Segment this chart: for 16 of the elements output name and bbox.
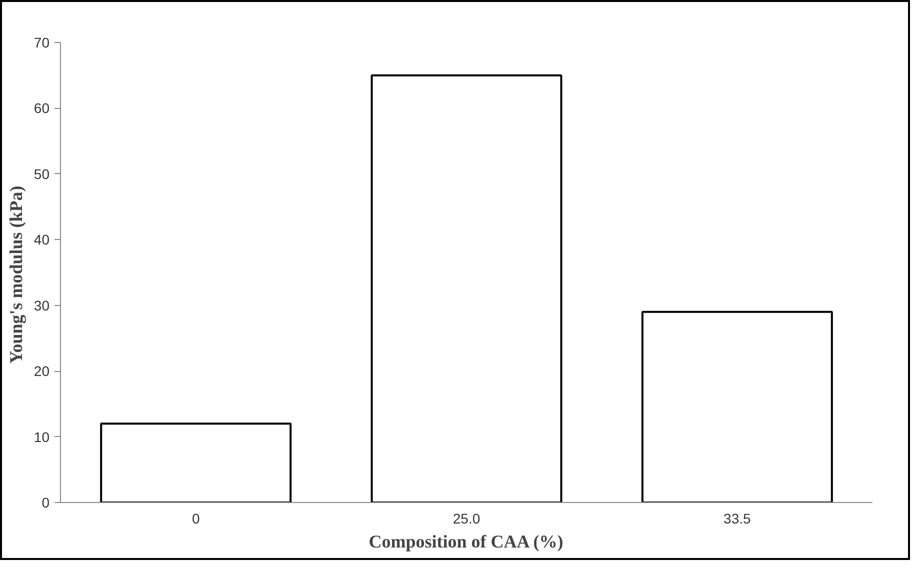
y-axis-title: Young's modulus (kPa) [6,186,26,364]
y-tick-label: 60 [34,100,50,116]
y-tick-label: 50 [34,166,50,182]
y-tick-label: 70 [34,34,50,50]
bar [100,422,292,502]
x-tick-label: 25.0 [452,510,480,526]
x-tick-label: 33.5 [724,510,752,526]
y-tick-label: 10 [34,428,50,445]
x-axis-title: Composition of CAA (%) [368,532,564,552]
y-tick-label: 0 [42,494,50,510]
bar [370,74,562,502]
y-tick-label: 20 [34,363,50,380]
y-tick-label: 30 [34,297,50,314]
y-tick-label: 40 [34,232,50,248]
bar [641,310,833,502]
x-tick-label: 0 [192,510,200,526]
